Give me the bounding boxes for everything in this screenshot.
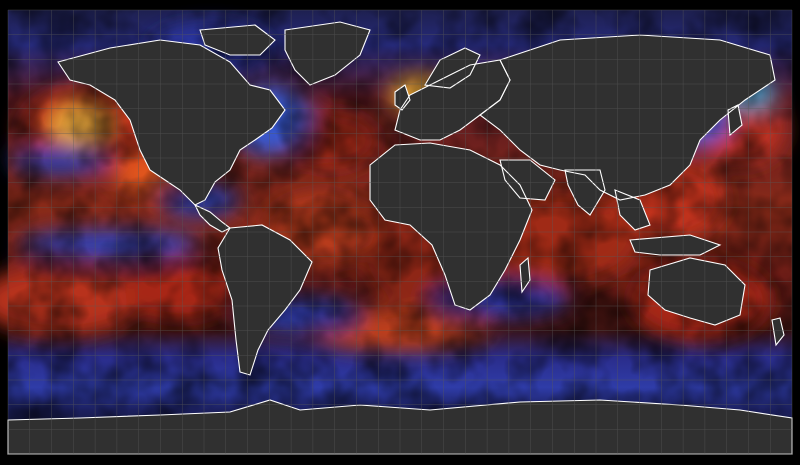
southeast-asia [615,190,650,230]
north-america [58,40,285,205]
coastline [369,142,533,311]
scandinavia [425,48,480,88]
africa [370,143,532,310]
coastline [647,257,746,326]
coastline [564,169,606,216]
coastlines [7,21,793,455]
indonesia [630,235,720,255]
coastline [284,21,371,86]
coastline [394,84,411,111]
coastline [771,317,785,347]
europe [395,60,510,140]
south-america [218,225,312,375]
asia [480,35,775,200]
coastline [519,256,531,294]
indian-subcontinent [565,170,605,215]
coastline [199,24,276,56]
australia [648,258,745,325]
british-isles [395,85,410,110]
graticule [7,9,793,455]
greenland [285,22,370,85]
coastline [479,34,776,201]
coastline [217,224,313,376]
coastline [614,189,651,231]
coastline [424,47,481,89]
coastline [499,159,556,201]
arctic-islands [200,25,275,55]
coastline [727,104,743,137]
coastline [629,234,722,256]
